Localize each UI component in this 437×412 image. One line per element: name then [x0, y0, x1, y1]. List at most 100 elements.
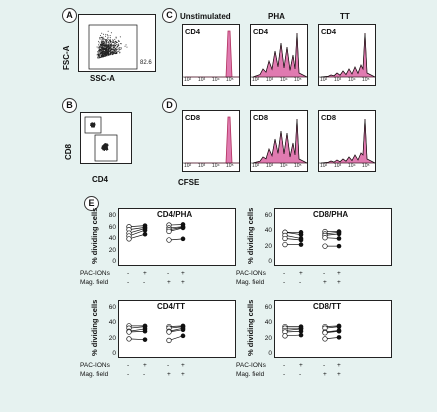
event-dot	[102, 149, 104, 151]
event-dot	[100, 41, 102, 43]
panel-letter-d: D	[162, 98, 177, 113]
event-dot	[120, 43, 122, 45]
point-filled	[142, 337, 148, 342]
event-dot	[103, 44, 105, 46]
panel-letter-a: A	[62, 8, 77, 23]
pair-line	[284, 231, 302, 235]
event-dot	[112, 46, 114, 48]
x-tick-label: 10³	[266, 163, 274, 169]
pair-line	[128, 338, 146, 341]
chart-title: CD4/TT	[157, 302, 185, 311]
peak-fill	[185, 116, 239, 164]
event-dot	[105, 54, 107, 56]
event-dot	[108, 53, 110, 55]
event-dot	[113, 49, 115, 51]
gate	[88, 24, 138, 70]
event-dot	[102, 55, 104, 57]
event-dot	[107, 144, 109, 146]
point-open	[126, 336, 132, 342]
pac-ions-label: PAC-IONs	[236, 270, 266, 277]
pac-sign: -	[283, 362, 286, 369]
event-dot	[106, 149, 108, 151]
event-dot	[109, 52, 111, 54]
pac-ions-label: PAC-IONs	[80, 270, 110, 277]
event-dot	[113, 49, 115, 51]
mag-sign: -	[143, 279, 146, 286]
event-dot	[112, 42, 114, 44]
point-filled	[142, 227, 148, 233]
y-tick-label: 0	[112, 258, 116, 265]
x-tick-label: 10⁵	[226, 163, 234, 169]
histogram-cd8-0	[182, 110, 240, 172]
y-axis-label: % dividing cells	[246, 299, 255, 356]
chart-cd8-tt	[274, 300, 392, 358]
event-dot	[100, 47, 102, 49]
event-dot	[98, 47, 100, 49]
scatter-cd8-cd4	[80, 112, 132, 164]
event-dot	[107, 30, 109, 32]
event-dot	[117, 46, 119, 48]
event-dot	[100, 40, 102, 42]
mag-sign: -	[283, 279, 286, 286]
event-dot	[117, 49, 119, 51]
event-dot	[115, 51, 117, 53]
x-tick-label: 10⁴	[280, 77, 288, 83]
event-dot	[106, 46, 108, 48]
y-tick-label: 40	[108, 319, 116, 327]
mag-sign: -	[299, 279, 302, 286]
x-tick-label: 10⁵	[362, 77, 370, 83]
event-dot	[100, 36, 102, 38]
pair-line	[284, 328, 302, 331]
event-dot	[99, 54, 101, 56]
pac-ions-label: PAC-IONs	[236, 362, 266, 369]
event-dot	[115, 44, 117, 46]
event-dot	[101, 40, 103, 42]
y-tick-label: 20	[264, 334, 272, 342]
point-open	[322, 243, 328, 249]
event-dot	[115, 52, 117, 54]
event-dot	[101, 47, 103, 49]
mag-sign: -	[143, 371, 146, 378]
mag-sign: -	[127, 371, 130, 378]
event-dot	[105, 42, 107, 44]
event-dot	[107, 45, 109, 47]
event-dot	[104, 35, 106, 37]
histogram-svg	[183, 30, 239, 78]
event-dot	[103, 46, 105, 48]
event-dot	[97, 51, 99, 53]
event-dot	[107, 42, 109, 44]
event-dot	[99, 44, 101, 46]
event-dot	[125, 44, 127, 46]
x-tick-label: 10³	[334, 163, 342, 169]
gate-value: 82.6	[140, 60, 152, 66]
event-dot	[104, 55, 106, 57]
event-dot	[98, 55, 100, 57]
panel-letter-b: B	[62, 98, 77, 113]
x-tick-label: 10⁴	[348, 77, 356, 83]
point-filled	[298, 328, 304, 334]
event-dot	[108, 41, 110, 43]
point-filled	[142, 328, 148, 334]
pac-sign: +	[299, 270, 303, 277]
x-tick-label: 10²	[252, 77, 260, 83]
chart-svg	[126, 222, 186, 243]
point-filled	[298, 232, 304, 237]
event-dot	[110, 46, 112, 48]
event-dot	[107, 148, 109, 151]
event-dot	[103, 148, 106, 150]
pair-line	[128, 233, 146, 240]
event-dot	[108, 44, 110, 46]
event-dot	[104, 53, 106, 55]
x-tick-label: 10³	[334, 77, 342, 83]
event-dot	[102, 36, 104, 38]
event-dot	[109, 40, 111, 42]
point-open	[282, 333, 288, 339]
event-dot	[104, 147, 106, 150]
event-dot	[108, 54, 110, 56]
event-dot	[106, 41, 108, 43]
event-dot	[104, 46, 106, 48]
event-dot	[101, 38, 103, 40]
x-tick-label: 10²	[184, 77, 192, 83]
event-dot	[113, 41, 115, 43]
event-dot	[91, 122, 93, 124]
